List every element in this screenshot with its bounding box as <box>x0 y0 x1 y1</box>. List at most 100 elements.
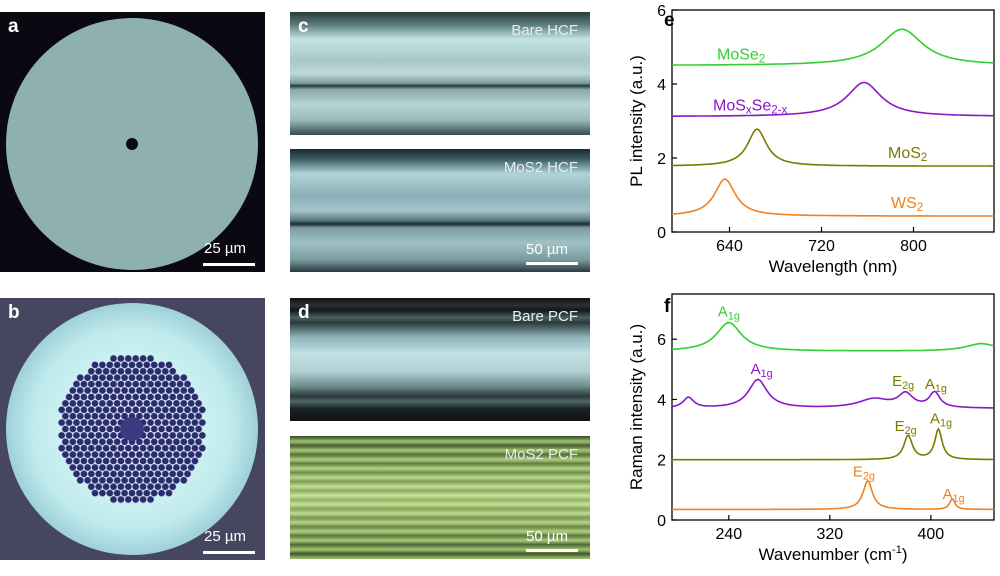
pcf-hole <box>91 451 99 459</box>
pcf-hole <box>87 393 95 401</box>
pcf-hole <box>183 393 192 401</box>
pcf-hole <box>76 425 84 433</box>
pcf-hole <box>65 431 73 440</box>
pcf-hole <box>72 457 81 465</box>
pcf-hole <box>117 470 125 478</box>
pcf-hole <box>154 457 162 465</box>
pcf-hole <box>80 393 88 401</box>
pcf-hole <box>187 438 195 446</box>
pcf-hole <box>143 489 151 497</box>
pcf-hole <box>176 418 184 427</box>
pcf-hole <box>154 367 162 375</box>
panel-b-pcf-cross-section: b 25 µm <box>0 298 265 560</box>
pcf-hole <box>95 406 103 414</box>
pcf-hole <box>95 457 103 465</box>
pcf-hole <box>154 444 162 452</box>
pcf-hole <box>69 451 77 459</box>
pcf-hole <box>143 412 151 420</box>
pcf-hole <box>146 457 155 465</box>
pcf-hole <box>106 399 114 408</box>
pcf-hole <box>72 406 81 414</box>
scale-label-b: 25 µm <box>204 528 246 545</box>
pcf-hole <box>183 444 192 452</box>
panel-label-d: d <box>298 302 310 323</box>
pcf-hole <box>150 438 158 446</box>
y-tick-label: 0 <box>657 225 666 242</box>
peak-annotation: A1g <box>718 304 740 323</box>
scale-bar-a <box>203 263 255 266</box>
pcf-hole <box>139 470 147 478</box>
pcf-hole <box>191 431 199 440</box>
series-line <box>671 378 994 409</box>
pcf-hole <box>80 406 88 414</box>
pcf-hole <box>65 444 73 452</box>
pcf-hole <box>187 463 195 472</box>
pcf-hole <box>132 367 140 375</box>
pcf-hole <box>124 495 132 504</box>
pcf-hole <box>150 399 158 408</box>
pcf-hole <box>87 406 95 414</box>
pcf-hole <box>198 418 206 427</box>
pcf-hole <box>113 438 121 446</box>
pcf-hole <box>117 406 125 414</box>
peak-annotation: E2g <box>895 418 917 437</box>
pcf-hole <box>135 374 144 382</box>
pcf-hole <box>169 431 177 440</box>
pcf-hole <box>180 463 188 472</box>
pcf-hole <box>161 483 169 491</box>
pcf-hole <box>154 406 162 414</box>
pcf-hole <box>109 431 118 440</box>
x-axis-label: Wavelength (nm) <box>769 257 898 276</box>
pcf-hole <box>146 431 155 440</box>
pcf-hole <box>146 418 155 427</box>
pcf-hole <box>124 393 132 401</box>
scale-bar-d <box>526 549 578 552</box>
pcf-hole <box>150 412 158 420</box>
series-label: WS2 <box>891 195 923 214</box>
x-tick-label: 240 <box>715 526 742 543</box>
pcf-hole <box>135 489 144 497</box>
pcf-hole <box>65 457 73 465</box>
pcf-hole <box>143 463 151 472</box>
y-tick-label: 6 <box>657 332 666 349</box>
pcf-hole <box>187 386 195 395</box>
pcf-hole <box>124 470 132 478</box>
pcf-hole <box>165 451 173 459</box>
pcf-hole <box>80 418 88 427</box>
x-tick-label: 400 <box>918 526 945 543</box>
pcf-hole <box>87 457 95 465</box>
pcf-hole <box>158 451 166 459</box>
pcf-hole <box>72 418 81 427</box>
series-line <box>672 427 995 461</box>
pcf-hole-array <box>58 354 206 504</box>
pcf-hole <box>161 418 169 427</box>
pcf-hole <box>172 374 181 382</box>
pcf-hole <box>180 412 188 420</box>
pcf-hole <box>117 495 125 504</box>
pcf-hole <box>61 438 70 446</box>
pcf-hole <box>120 463 129 472</box>
pcf-hole <box>150 489 158 497</box>
pcf-hole <box>169 457 177 465</box>
pcf-hole <box>146 380 155 388</box>
pcf-hole <box>172 451 181 459</box>
pcf-hole <box>61 412 70 420</box>
pcf-hole <box>172 463 181 472</box>
pcf-hole <box>139 354 147 363</box>
pcf-hole <box>120 451 129 459</box>
pcf-cross-section-image <box>6 303 258 555</box>
pcf-hole <box>146 444 155 452</box>
y-tick-label: 4 <box>657 77 666 94</box>
pcf-hole <box>61 451 70 459</box>
pcf-hole <box>87 470 95 478</box>
pcf-hole <box>80 431 88 440</box>
pcf-hole <box>98 399 107 408</box>
pcf-hole <box>91 463 99 472</box>
pcf-hole <box>146 495 155 504</box>
pcf-hole <box>83 451 92 459</box>
pcf-hole <box>180 451 188 459</box>
pcf-hole <box>154 418 162 427</box>
pcf-hole <box>113 374 121 382</box>
pcf-hole <box>106 361 114 369</box>
pcf-hole <box>69 463 77 472</box>
